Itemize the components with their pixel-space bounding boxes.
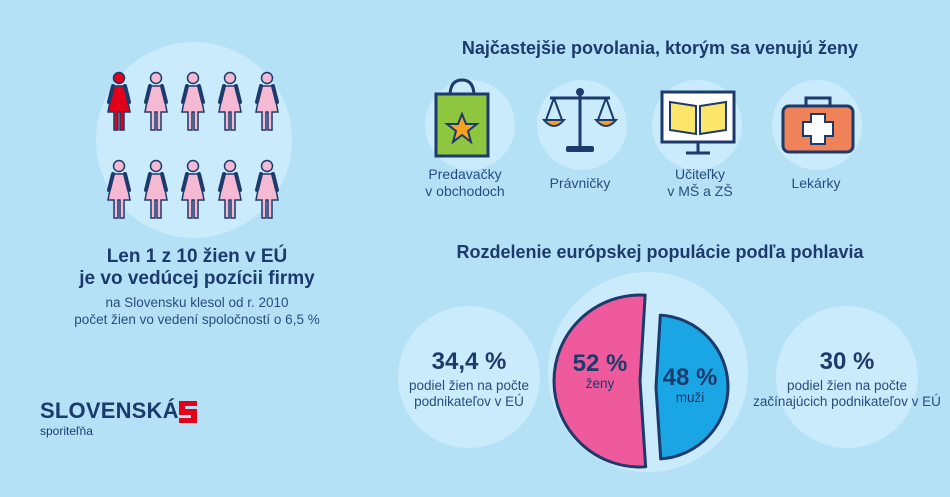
subtext-line-2: počet žien vo vedení spoločností o 6,5 % [74,312,320,327]
woman-figure [180,70,206,132]
subtext-line-1: na Slovensku klesol od r. 2010 [105,295,289,310]
pie-slice-women [552,293,648,469]
woman-figure [217,158,243,220]
woman-figure [180,158,206,220]
woman-figure [254,158,280,220]
bank-logo-icon [179,401,197,423]
occupation-label-shop-line2: v obchodoch [425,183,505,199]
pie-label-women-name: ženy [585,376,615,391]
stat-backdrop-right [776,306,918,448]
occupation-label-shop: Predavačky v obchodoch [405,166,525,200]
stat-value-women-entrepreneurs: 34,4 % [431,348,507,375]
occupation-label-teacher: Učiteľky v MŠ a ZŠ [640,166,760,200]
pie-label-men-value: 48 % [662,364,718,391]
occupation-label-doctor: Lekárky [791,175,841,191]
stat-text-starting-women: podiel žien na počte začínajúcich podnik… [752,378,942,410]
stat-text-left-line1: podiel žien na počte [408,378,530,393]
women-figures-illustration [106,70,280,220]
population-title: Rozdelenie európskej populácie podľa poh… [456,242,864,262]
logo-subtitle: sporiteľňa [40,424,93,438]
book-board-icon [660,90,736,155]
occupations-title: Najčastejšie povolania, ktorým sa venujú… [461,38,859,58]
stat-text-left-line2: podnikateľov v EÚ [414,394,524,409]
occupation-label-law: Právničky [549,175,611,191]
woman-figure [217,70,243,132]
stat-backdrop-left [398,306,540,448]
stat-text-right-line2: začínajúcich podnikateľov v EÚ [753,394,941,409]
pie-label-men-name: muži [675,390,705,405]
stat-text-women-entrepreneurs: podiel žien na počte podnikateľov v EÚ [388,378,550,410]
woman-figure [106,158,132,220]
woman-figure-highlighted [106,70,132,132]
stat-text-right-line1: podiel žien na počte [786,378,908,393]
medical-kit-icon [781,96,855,154]
shopping-bag-icon [434,78,490,158]
woman-figure [143,158,169,220]
logo-wordmark: SLOVENSKÁ [40,398,179,423]
occupation-label-teacher-line1: Učiteľky [675,166,725,182]
pie-slice-men [654,313,730,461]
scales-icon [541,88,619,152]
gender-pie-chart [552,293,730,469]
woman-figure [254,70,280,132]
pie-label-women-value: 52 % [572,350,628,377]
headline-line-1: Len 1 z 10 žien v EÚ [106,246,288,267]
stat-value-starting-women: 30 % [819,348,875,375]
occupation-label-shop-line1: Predavačky [428,166,502,182]
headline-line-2: je vo vedúcej pozícii firmy [79,268,315,289]
headline: Len 1 z 10 žien v EÚ je vo vedúcej pozíc… [48,246,346,290]
occupation-label-teacher-line2: v MŠ a ZŠ [667,183,733,199]
subtext: na Slovensku klesol od r. 2010 počet žie… [40,294,354,328]
woman-figure [143,70,169,132]
